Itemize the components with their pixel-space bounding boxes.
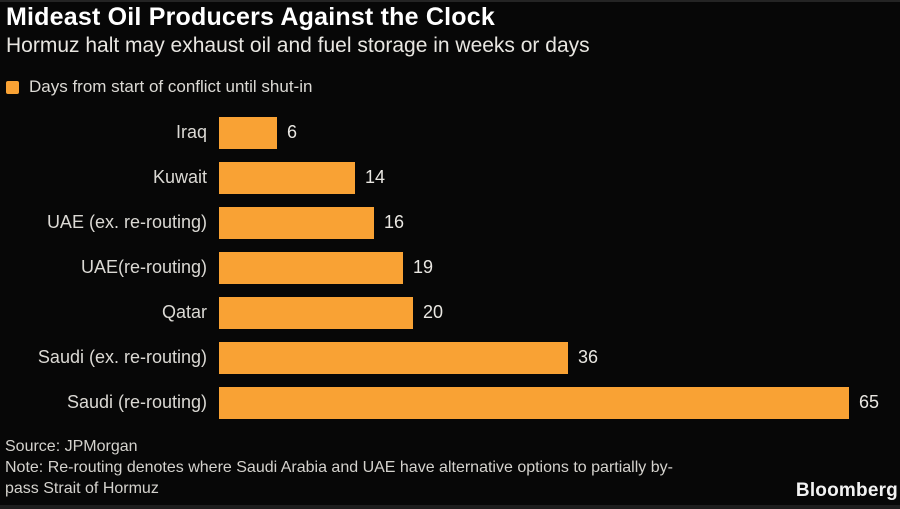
category-label: UAE(re-routing): [80, 257, 207, 277]
chart-title: Mideast Oil Producers Against the Clock: [6, 3, 495, 31]
value-label: 36: [578, 347, 599, 367]
category-label: Saudi (re-routing): [66, 392, 207, 412]
value-label: 14: [365, 167, 386, 187]
footnote-line2: pass Strait of Hormuz: [5, 480, 159, 497]
top-edge-divider: [0, 0, 900, 2]
bottom-edge-divider: [0, 505, 900, 509]
bar-uae-rerouting: [219, 251, 403, 284]
bar-row-saudi-rerouting: Saudi (re-routing) 65: [0, 380, 900, 425]
bar-iraq: [219, 116, 277, 149]
value-label: 6: [287, 122, 298, 142]
bar-saudi-ex-rerouting: [219, 341, 568, 374]
value-label: 19: [413, 257, 434, 277]
chart-subtitle: Hormuz halt may exhaust oil and fuel sto…: [6, 34, 590, 57]
bar-row-saudi-ex-rerouting: Saudi (ex. re-routing) 36: [0, 335, 900, 380]
category-label: Qatar: [161, 302, 207, 322]
bar-chart: Iraq 6 Kuwait 14 UAE (ex. re-routing) 16…: [0, 110, 900, 425]
bar-kuwait: [219, 161, 355, 194]
legend: Days from start of conflict until shut-i…: [6, 77, 312, 97]
legend-label: Days from start of conflict until shut-i…: [29, 77, 313, 96]
legend-swatch-icon: [6, 80, 19, 94]
value-label: 16: [384, 212, 405, 232]
category-label: Kuwait: [152, 167, 207, 187]
value-label: 65: [859, 392, 880, 412]
bar-row-iraq: Iraq 6: [0, 110, 900, 155]
footnote-line1: Note: Re-routing denotes where Saudi Ara…: [5, 459, 673, 476]
bar-row-uae-ex-rerouting: UAE (ex. re-routing) 16: [0, 200, 900, 245]
bar-uae-ex-rerouting: [219, 206, 374, 239]
bar-qatar: [219, 296, 413, 329]
bar-row-uae-rerouting: UAE(re-routing) 19: [0, 245, 900, 290]
bar-saudi-rerouting: [219, 386, 849, 419]
category-label: UAE (ex. re-routing): [46, 212, 207, 232]
footer: Source: JPMorgan Note: Re-routing denote…: [5, 436, 673, 499]
bloomberg-logo: Bloomberg: [795, 480, 898, 501]
bar-row-kuwait: Kuwait 14: [0, 155, 900, 200]
source-note: Source: JPMorgan: [5, 438, 138, 455]
value-label: 20: [423, 302, 444, 322]
category-label: Iraq: [175, 122, 207, 142]
bar-row-qatar: Qatar 20: [0, 290, 900, 335]
category-label: Saudi (ex. re-routing): [37, 347, 207, 367]
